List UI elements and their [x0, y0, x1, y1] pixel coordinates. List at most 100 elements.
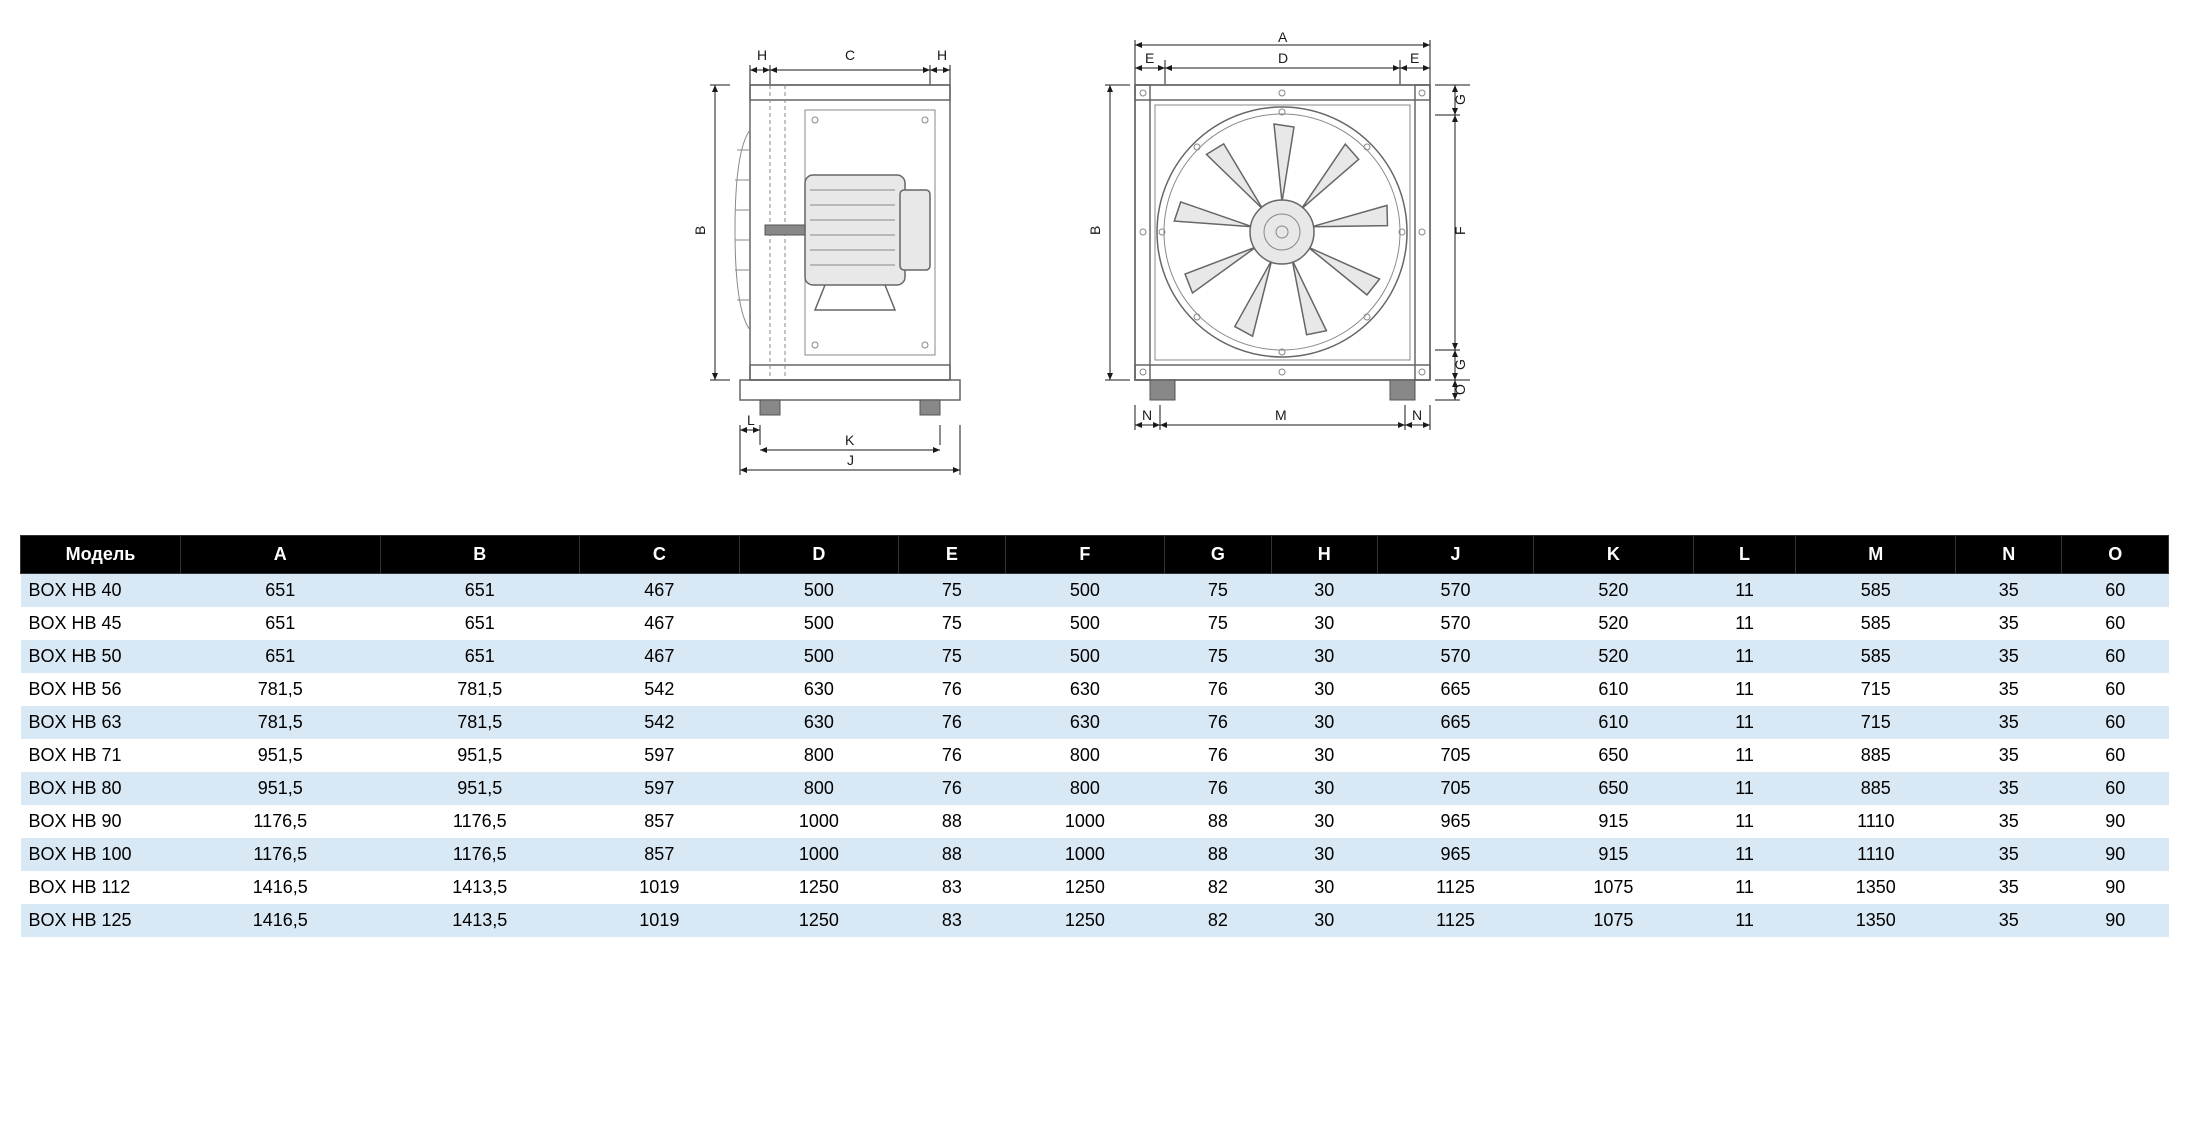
table-cell: 651	[181, 640, 381, 673]
table-row: BOX HB 1121416,51413,5101912508312508230…	[21, 871, 2169, 904]
side-view-diagram: H C H	[665, 30, 1035, 495]
table-cell: 570	[1377, 607, 1533, 640]
table-cell: 500	[739, 640, 899, 673]
table-cell: BOX HB 80	[21, 772, 181, 805]
dim-label-h-right: H	[937, 47, 947, 63]
table-cell: BOX HB 112	[21, 871, 181, 904]
page-container: H C H	[20, 20, 2169, 937]
table-header-cell: C	[580, 536, 740, 574]
table-cell: 1000	[739, 838, 899, 871]
table-cell: 11	[1693, 805, 1796, 838]
table-cell: BOX HB 50	[21, 640, 181, 673]
table-cell: 30	[1271, 574, 1377, 608]
table-cell: 1176,5	[380, 805, 580, 838]
table-cell: 520	[1534, 640, 1694, 673]
table-cell: 35	[1956, 574, 2062, 608]
table-cell: 30	[1271, 838, 1377, 871]
table-cell: 35	[1956, 673, 2062, 706]
table-cell: 630	[1005, 706, 1165, 739]
table-cell: 82	[1165, 871, 1271, 904]
table-cell: 11	[1693, 904, 1796, 937]
table-cell: 1019	[580, 904, 740, 937]
table-cell: 1176,5	[181, 805, 381, 838]
table-cell: 885	[1796, 739, 1956, 772]
table-cell: 90	[2062, 871, 2169, 904]
dim-label-g-top: G	[1452, 94, 1468, 105]
table-cell: 467	[580, 640, 740, 673]
table-row: BOX HB 1001176,51176,5857100088100088309…	[21, 838, 2169, 871]
table-cell: 11	[1693, 640, 1796, 673]
table-cell: 500	[1005, 574, 1165, 608]
table-cell: 1110	[1796, 838, 1956, 871]
table-cell: 715	[1796, 673, 1956, 706]
table-row: BOX HB 63781,5781,5542630766307630665610…	[21, 706, 2169, 739]
table-cell: BOX HB 56	[21, 673, 181, 706]
table-row: BOX HB 1251416,51413,5101912508312508230…	[21, 904, 2169, 937]
table-cell: 30	[1271, 706, 1377, 739]
table-cell: 88	[1165, 838, 1271, 871]
table-cell: 1350	[1796, 904, 1956, 937]
table-header-cell: D	[739, 536, 899, 574]
table-cell: 75	[899, 607, 1005, 640]
table-row: BOX HB 901176,51176,58571000881000883096…	[21, 805, 2169, 838]
table-cell: 665	[1377, 673, 1533, 706]
diagrams-section: H C H	[20, 20, 2169, 505]
table-cell: 915	[1534, 838, 1694, 871]
table-cell: 60	[2062, 706, 2169, 739]
table-cell: 781,5	[181, 673, 381, 706]
table-header-cell: E	[899, 536, 1005, 574]
table-cell: 76	[899, 739, 1005, 772]
table-cell: 60	[2062, 673, 2169, 706]
dim-label-a: A	[1278, 30, 1288, 45]
table-header-cell: M	[1796, 536, 1956, 574]
table-header-cell: G	[1165, 536, 1271, 574]
table-cell: 11	[1693, 739, 1796, 772]
table-cell: 715	[1796, 706, 1956, 739]
table-cell: 467	[580, 607, 740, 640]
table-header-cell: O	[2062, 536, 2169, 574]
table-cell: 1075	[1534, 904, 1694, 937]
table-cell: 500	[1005, 640, 1165, 673]
side-view-svg: H C H	[665, 30, 1035, 490]
table-header-cell: K	[1534, 536, 1694, 574]
table-cell: 30	[1271, 904, 1377, 937]
table-cell: 520	[1534, 607, 1694, 640]
table-cell: 1176,5	[380, 838, 580, 871]
table-row: BOX HB 406516514675007550075305705201158…	[21, 574, 2169, 608]
table-cell: 35	[1956, 904, 2062, 937]
table-cell: 1250	[739, 904, 899, 937]
table-cell: 76	[899, 772, 1005, 805]
table-cell: 665	[1377, 706, 1533, 739]
table-cell: 570	[1377, 640, 1533, 673]
table-cell: 35	[1956, 838, 2062, 871]
table-cell: 83	[899, 871, 1005, 904]
table-cell: 35	[1956, 607, 2062, 640]
table-cell: 781,5	[181, 706, 381, 739]
table-cell: 11	[1693, 673, 1796, 706]
table-cell: 885	[1796, 772, 1956, 805]
dim-label-m: M	[1275, 407, 1287, 423]
table-cell: 35	[1956, 640, 2062, 673]
table-cell: 35	[1956, 805, 2062, 838]
table-row: BOX HB 80951,5951,5597800768007630705650…	[21, 772, 2169, 805]
table-cell: 1250	[1005, 871, 1165, 904]
table-cell: 800	[739, 739, 899, 772]
table-body: BOX HB 406516514675007550075305705201158…	[21, 574, 2169, 938]
table-cell: 1176,5	[181, 838, 381, 871]
table-cell: 610	[1534, 706, 1694, 739]
table-cell: 585	[1796, 574, 1956, 608]
table-cell: 60	[2062, 574, 2169, 608]
table-cell: 1250	[1005, 904, 1165, 937]
dim-label-h-left: H	[757, 47, 767, 63]
table-cell: 1110	[1796, 805, 1956, 838]
table-cell: 630	[1005, 673, 1165, 706]
table-cell: 60	[2062, 607, 2169, 640]
table-cell: 1125	[1377, 871, 1533, 904]
dimensions-table: МодельABCDEFGHJKLMNO BOX HB 406516514675…	[20, 535, 2169, 937]
table-header-cell: N	[1956, 536, 2062, 574]
table-cell: 76	[1165, 739, 1271, 772]
table-cell: 1019	[580, 871, 740, 904]
table-cell: BOX HB 45	[21, 607, 181, 640]
table-cell: 1125	[1377, 904, 1533, 937]
table-cell: 951,5	[181, 739, 381, 772]
